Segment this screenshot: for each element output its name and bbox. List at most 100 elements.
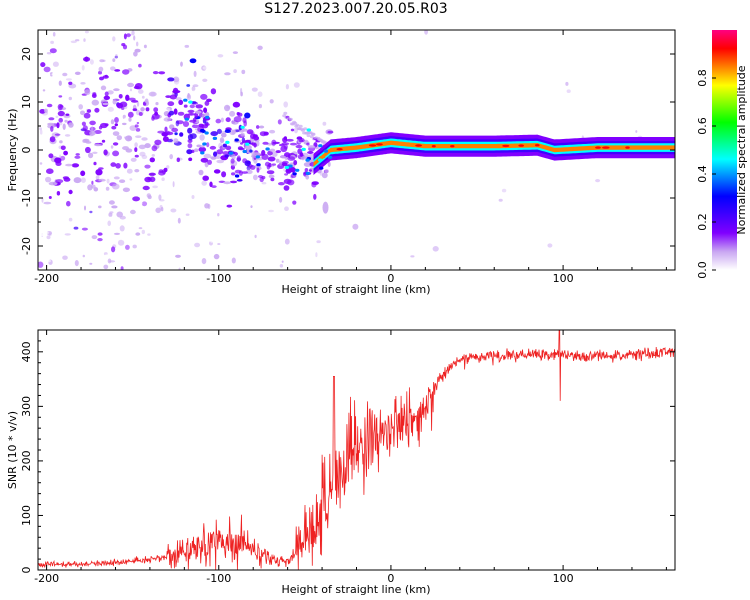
signal-blob bbox=[262, 141, 269, 145]
signal-blob bbox=[221, 132, 227, 138]
signal-blob bbox=[151, 154, 155, 157]
noise-blob bbox=[283, 101, 289, 108]
noise-blob bbox=[217, 54, 224, 58]
spectrogram-marks bbox=[38, 10, 675, 270]
noise-blob bbox=[46, 231, 53, 236]
signal-blob bbox=[102, 102, 109, 106]
signal-blob bbox=[225, 145, 232, 151]
signal-blob bbox=[57, 103, 63, 111]
ridge-peak bbox=[535, 144, 540, 147]
noise-blob bbox=[584, 204, 591, 208]
ridge-peak bbox=[614, 146, 622, 149]
signal-blob bbox=[98, 10, 105, 14]
signal-blob bbox=[277, 119, 282, 125]
colorbar-tick-label: 0.8 bbox=[696, 69, 709, 87]
signal-blob bbox=[148, 172, 156, 176]
noise-blob bbox=[240, 87, 243, 94]
noise-blob bbox=[220, 117, 224, 123]
signal-blob bbox=[83, 112, 91, 119]
signal-blob bbox=[126, 33, 131, 38]
signal-blob bbox=[71, 163, 80, 168]
signal-blob bbox=[140, 107, 145, 112]
noise-blob bbox=[241, 69, 246, 75]
signal-blob bbox=[231, 172, 236, 176]
signal-blob bbox=[111, 125, 117, 130]
noise-blob bbox=[180, 147, 187, 153]
signal-blob bbox=[90, 12, 95, 17]
signal-blob bbox=[245, 145, 252, 150]
signal-blob bbox=[102, 59, 106, 62]
signal-blob bbox=[235, 129, 240, 133]
signal-blob bbox=[307, 151, 314, 154]
noise-blob bbox=[470, 264, 473, 267]
signal-blob bbox=[112, 131, 120, 137]
mid-amp-blob bbox=[323, 149, 329, 153]
signal-blob bbox=[263, 131, 269, 136]
y-tick-label: -20 bbox=[20, 237, 33, 255]
noise-blob bbox=[166, 141, 172, 147]
noise-blob bbox=[177, 217, 181, 224]
noise-blob bbox=[153, 45, 160, 49]
signal-blob bbox=[223, 181, 232, 185]
noise-blob bbox=[185, 213, 190, 216]
signal-blob bbox=[98, 66, 104, 72]
noise-blob bbox=[293, 35, 296, 40]
mid-amp-blob bbox=[284, 165, 290, 170]
colorbar-label: Normalized spectral amplitude bbox=[735, 65, 748, 234]
noise-blob bbox=[199, 98, 203, 105]
noise-blob bbox=[147, 233, 151, 236]
signal-blob bbox=[287, 156, 296, 161]
noise-blob bbox=[82, 254, 86, 258]
signal-blob bbox=[90, 184, 96, 189]
noise-blob bbox=[45, 176, 52, 183]
signal-blob bbox=[142, 101, 147, 106]
arc-blob bbox=[298, 124, 303, 128]
noise-blob bbox=[125, 244, 130, 250]
signal-blob bbox=[204, 100, 210, 106]
mid-amp-blob bbox=[183, 98, 188, 102]
mid-amp-blob bbox=[242, 149, 247, 154]
mid-amp-blob bbox=[292, 172, 297, 176]
signal-blob bbox=[48, 153, 54, 159]
noise-blob bbox=[352, 223, 359, 230]
y-tick-label: 10 bbox=[20, 95, 33, 109]
noise-blob bbox=[130, 157, 137, 162]
signal-blob bbox=[287, 179, 295, 186]
mid-amp-blob bbox=[228, 151, 234, 155]
noise-blob bbox=[103, 252, 108, 256]
noise-blob bbox=[103, 264, 109, 270]
noise-blob bbox=[315, 252, 318, 258]
arc-blob bbox=[310, 132, 315, 136]
signal-blob bbox=[271, 139, 277, 146]
noise-blob bbox=[290, 53, 294, 56]
noise-blob bbox=[39, 127, 42, 131]
noise-blob bbox=[166, 106, 173, 111]
noise-blob bbox=[66, 138, 69, 142]
noise-blob bbox=[47, 186, 53, 192]
signal-blob bbox=[105, 186, 110, 191]
noise-blob bbox=[138, 249, 144, 255]
signal-blob bbox=[226, 204, 233, 208]
signal-blob bbox=[162, 136, 169, 143]
noise-blob bbox=[191, 142, 196, 149]
noise-blob bbox=[237, 238, 241, 245]
ridge-peak bbox=[482, 145, 487, 148]
noise-blob bbox=[292, 187, 296, 193]
noise-blob bbox=[58, 117, 63, 123]
noise-blob bbox=[107, 106, 114, 112]
noise-blob bbox=[38, 261, 44, 268]
noise-blob bbox=[110, 107, 113, 111]
signal-blob bbox=[122, 146, 129, 151]
ridge-band-3 bbox=[313, 140, 675, 167]
ridge-peak bbox=[595, 146, 601, 149]
noise-blob bbox=[62, 184, 68, 188]
arc-blob bbox=[283, 111, 288, 115]
signal-blob bbox=[229, 110, 236, 117]
ridge-peak bbox=[407, 143, 414, 146]
signal-blob bbox=[189, 58, 197, 64]
noise-blob bbox=[51, 72, 58, 77]
y-tick-label: 20 bbox=[20, 47, 33, 61]
signal-blob bbox=[203, 153, 212, 159]
